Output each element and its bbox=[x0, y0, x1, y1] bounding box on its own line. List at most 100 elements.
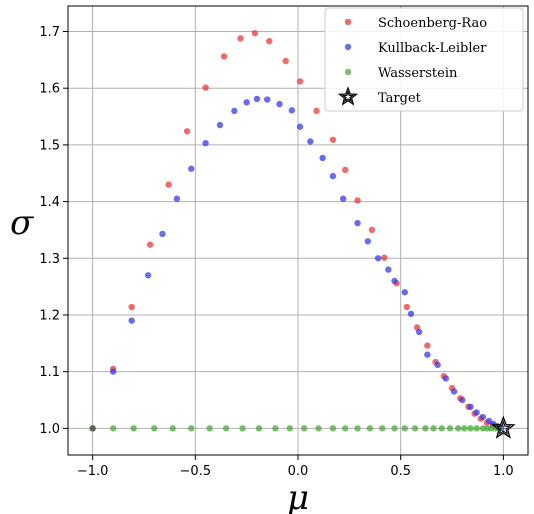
wasserstein-point bbox=[188, 425, 195, 432]
y-tick-label: 1.2 bbox=[39, 308, 60, 323]
wasserstein-point bbox=[151, 425, 158, 432]
schoenberg-rao-point bbox=[266, 37, 273, 45]
kullback-leibler-point bbox=[216, 121, 224, 129]
kullback-leibler-point bbox=[263, 96, 271, 103]
schoenberg-rao-point bbox=[296, 78, 304, 85]
wasserstein-point bbox=[255, 425, 263, 432]
schoenberg-rao-point bbox=[403, 303, 411, 311]
kullback-leibler-point bbox=[296, 123, 304, 130]
wasserstein-point bbox=[239, 425, 246, 432]
wasserstein-point bbox=[473, 425, 480, 432]
wasserstein-point bbox=[329, 425, 337, 432]
schoenberg-rao-point bbox=[424, 342, 431, 349]
y-axis-label: σ bbox=[10, 203, 34, 243]
wasserstein-point bbox=[467, 425, 474, 432]
wasserstein-point bbox=[130, 425, 137, 432]
x-tick-label: 0.0 bbox=[288, 464, 309, 479]
kullback-leibler-point bbox=[307, 138, 314, 145]
y-tick-label: 1.4 bbox=[39, 195, 60, 210]
wasserstein-point bbox=[422, 425, 429, 432]
wasserstein-point bbox=[222, 425, 230, 432]
y-tick-label: 1.3 bbox=[39, 252, 60, 267]
wasserstein-point bbox=[342, 425, 349, 432]
kullback-leibler-point bbox=[329, 172, 337, 180]
legend-marker-schoenberg-rao bbox=[344, 18, 352, 26]
wasserstein-point bbox=[454, 425, 462, 432]
kullback-leibler-point bbox=[374, 255, 382, 262]
kullback-leibler-point bbox=[173, 195, 181, 202]
kullback-leibler-point bbox=[288, 107, 296, 114]
kullback-leibler-point bbox=[473, 409, 480, 416]
kullback-leibler-point bbox=[450, 388, 458, 395]
kullback-leibler-point bbox=[442, 375, 450, 382]
wasserstein-point bbox=[401, 425, 408, 432]
wasserstein-point bbox=[430, 425, 437, 432]
legend-marker-wasserstein bbox=[344, 68, 352, 76]
legend-marker-target-star-icon bbox=[337, 86, 359, 106]
y-tick-label: 1.1 bbox=[39, 365, 60, 380]
kullback-leibler-point bbox=[391, 277, 398, 285]
schoenberg-rao-point bbox=[251, 30, 259, 37]
kullback-leibler-point bbox=[339, 195, 347, 202]
schoenberg-rao-point bbox=[165, 181, 172, 188]
kullback-leibler-point bbox=[459, 396, 466, 404]
kullback-leibler-point bbox=[231, 107, 238, 115]
legend-marker-kullback-leibler bbox=[344, 43, 352, 51]
wasserstein-point bbox=[366, 425, 374, 432]
schoenberg-rao-point bbox=[183, 128, 191, 135]
wasserstein-point bbox=[411, 425, 419, 432]
legend-label-schoenberg-rao: Schoenberg-Rao bbox=[378, 16, 487, 31]
wasserstein-point bbox=[300, 425, 308, 432]
target-star-inner bbox=[495, 420, 511, 435]
legend-box bbox=[324, 7, 524, 112]
schoenberg-rao-point bbox=[146, 241, 154, 248]
start-point bbox=[89, 425, 96, 432]
kullback-leibler-point bbox=[407, 310, 415, 318]
kullback-leibler-point bbox=[434, 361, 441, 369]
kullback-leibler-point bbox=[253, 95, 261, 103]
x-tick-label: −0.5 bbox=[180, 464, 212, 479]
schoenberg-rao-point bbox=[313, 107, 320, 115]
kullback-leibler-point bbox=[401, 289, 408, 296]
x-tick-label: 0.5 bbox=[390, 464, 411, 479]
kullback-leibler-point bbox=[144, 272, 152, 279]
kullback-leibler-point bbox=[415, 328, 423, 336]
wasserstein-point bbox=[446, 425, 454, 432]
schoenberg-rao-point bbox=[329, 136, 337, 143]
legend-label-kullback-leibler: Kullback-Leibler bbox=[378, 41, 487, 56]
schoenberg-rao-point bbox=[342, 166, 349, 174]
schoenberg-rao-point bbox=[220, 53, 228, 60]
kullback-leibler-point bbox=[319, 154, 326, 162]
kullback-leibler-point bbox=[479, 413, 487, 421]
kullback-leibler-point bbox=[159, 230, 166, 238]
target-star-outer bbox=[491, 415, 516, 439]
x-axis-label: μ bbox=[287, 478, 309, 514]
kullback-leibler-point bbox=[424, 351, 431, 358]
schoenberg-rao-point bbox=[368, 226, 376, 234]
x-tick-label: −1.0 bbox=[77, 464, 109, 479]
kullback-leibler-point bbox=[243, 99, 250, 106]
data-points bbox=[89, 30, 516, 439]
wasserstein-point bbox=[438, 425, 445, 432]
schoenberg-rao-point bbox=[381, 254, 388, 261]
kullback-leibler-point bbox=[467, 403, 474, 411]
wasserstein-point bbox=[169, 425, 176, 432]
y-tick-label: 1.6 bbox=[39, 82, 60, 97]
kullback-leibler-point bbox=[109, 368, 117, 375]
kullback-leibler-point bbox=[364, 238, 372, 245]
y-tick-label: 1.0 bbox=[39, 422, 60, 437]
kullback-leibler-point bbox=[188, 165, 195, 172]
wasserstein-point bbox=[315, 425, 322, 432]
kullback-leibler-point bbox=[276, 100, 283, 108]
kullback-leibler-point bbox=[202, 139, 209, 147]
schoenberg-rao-point bbox=[128, 303, 135, 311]
y-tick-label: 1.7 bbox=[39, 25, 60, 40]
wasserstein-point bbox=[109, 425, 117, 432]
wasserstein-point bbox=[354, 425, 361, 432]
kullback-leibler-point bbox=[385, 266, 392, 273]
wasserstein-point bbox=[378, 425, 386, 432]
wasserstein-point bbox=[286, 425, 293, 432]
wasserstein-point bbox=[461, 425, 468, 432]
axis-ticks: −1.0 −0.5 0.0 0.5 1.0 1.0 1.1 1.2 1.3 1.4 1.5 1.6 1.… bbox=[39, 25, 513, 479]
